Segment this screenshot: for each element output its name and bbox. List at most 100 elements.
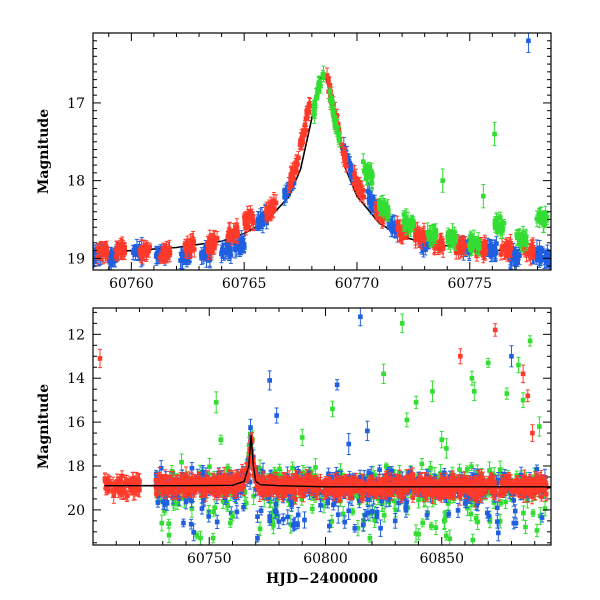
red-point: [206, 243, 212, 248]
blue-point: [549, 254, 551, 260]
red-point: [502, 247, 507, 253]
green-point: [475, 469, 480, 475]
red-point: [114, 247, 119, 253]
blue-point: [492, 251, 498, 256]
blue-point: [203, 250, 208, 256]
red-point: [138, 253, 144, 259]
blue-point: [204, 256, 209, 261]
red-point: [341, 152, 347, 157]
red-point: [306, 109, 312, 115]
red-point: [297, 142, 303, 147]
red-point: [508, 245, 514, 251]
red-point: [326, 77, 331, 83]
blue-point: [540, 247, 545, 253]
blue-point: [282, 194, 287, 200]
blue-point: [225, 250, 231, 256]
blue-point: [423, 245, 428, 250]
green-point: [524, 240, 529, 246]
blue-point: [367, 190, 372, 196]
green-point: [332, 118, 337, 124]
red-point: [122, 245, 128, 251]
red-point: [214, 235, 220, 241]
green-point: [522, 234, 528, 240]
red-point: [163, 253, 169, 258]
blue-point: [236, 246, 241, 251]
blue-point: [135, 252, 141, 258]
red-point: [436, 246, 442, 251]
green-point: [469, 247, 475, 252]
red-point: [212, 237, 218, 242]
blue-point: [494, 241, 499, 246]
blue-point: [551, 260, 556, 265]
green-point: [492, 222, 498, 228]
red-point: [300, 129, 306, 134]
green-point: [327, 89, 333, 94]
green-point: [534, 216, 540, 222]
model-curve: [93, 71, 551, 254]
plot-area: [97, 308, 551, 545]
green-point: [541, 220, 546, 226]
blue-point: [239, 236, 244, 242]
red-point: [413, 228, 419, 234]
green-point: [517, 239, 523, 245]
green-point: [476, 245, 482, 251]
red-point: [191, 247, 197, 252]
red-point: [431, 242, 437, 248]
green-point: [430, 229, 436, 235]
red-point: [296, 155, 301, 161]
red-point: [398, 228, 403, 234]
red-point: [104, 250, 109, 255]
green-point: [370, 173, 375, 178]
green-point: [369, 180, 375, 186]
red-point: [379, 219, 385, 225]
blue-point: [392, 228, 397, 234]
green-point: [515, 235, 520, 241]
blue-point: [260, 222, 266, 227]
green-point: [314, 96, 319, 101]
red-point: [339, 142, 344, 148]
blue-point: [219, 249, 225, 255]
green-point: [497, 215, 503, 221]
red-point: [505, 245, 510, 251]
y-axis-label: Magnitude: [36, 109, 52, 194]
blue-point: [514, 262, 519, 267]
red-point: [248, 209, 253, 214]
red-point: [119, 244, 125, 249]
red-point: [227, 229, 233, 234]
red-point: [122, 250, 128, 256]
green-point: [520, 240, 526, 246]
blue-point: [283, 191, 288, 197]
green-point: [317, 81, 322, 87]
red-point: [95, 245, 101, 251]
red-point: [324, 73, 330, 78]
red-point: [397, 224, 402, 230]
red-point: [480, 249, 486, 254]
red-point: [303, 128, 309, 133]
red-point: [94, 254, 100, 260]
red-point: [147, 244, 153, 250]
green-point: [179, 459, 184, 465]
red-point: [521, 247, 527, 253]
red-point: [101, 247, 107, 253]
red-point: [413, 237, 418, 243]
red-point: [396, 232, 402, 238]
red-point: [227, 235, 232, 240]
blue-point: [515, 255, 521, 261]
x-tick-label: 60765: [222, 276, 267, 292]
green-point: [497, 224, 503, 230]
green-point: [380, 200, 386, 206]
green-point: [468, 238, 474, 243]
red-point: [524, 251, 530, 256]
blue-point: [550, 254, 551, 259]
red-point: [103, 244, 108, 249]
green-point: [544, 214, 550, 220]
green-point: [385, 206, 390, 212]
green-point: [336, 131, 342, 137]
red-point: [421, 229, 427, 235]
green-point: [447, 236, 453, 242]
red-point: [287, 185, 292, 190]
green-point: [405, 217, 411, 223]
red-point: [242, 219, 248, 225]
green-point: [481, 193, 486, 199]
